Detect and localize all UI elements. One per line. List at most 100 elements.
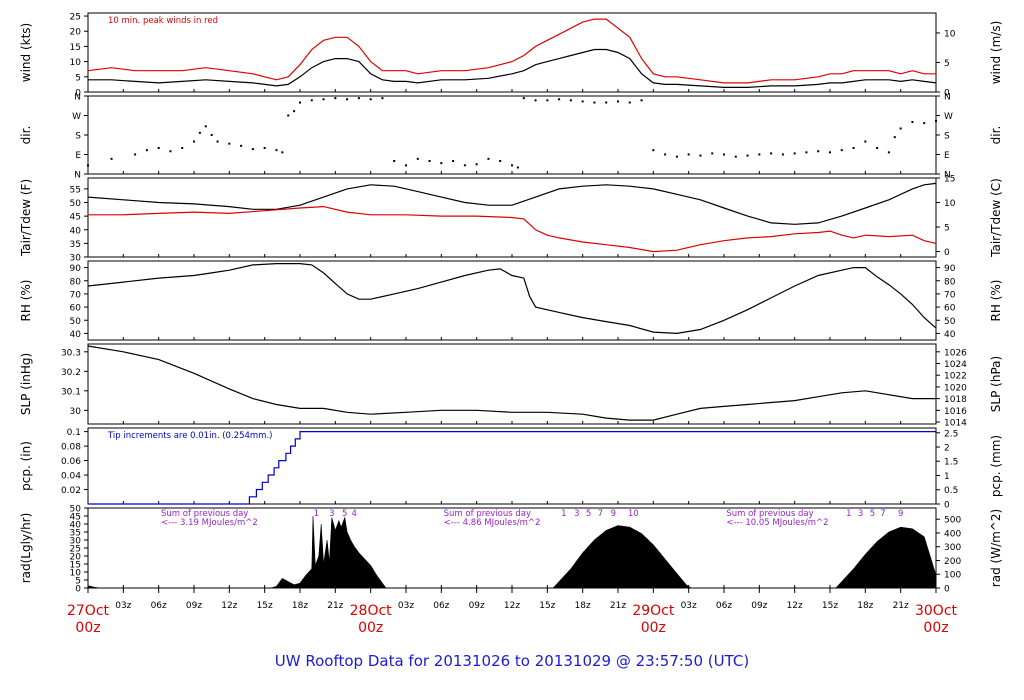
left-tick-label: 25 (70, 545, 81, 555)
hour-mark: 1 (561, 509, 566, 519)
right-tick-label: E (944, 151, 950, 161)
dir-point (876, 147, 879, 149)
right-tick-label: 1.5 (944, 458, 958, 468)
dir-point (216, 140, 219, 143)
left-tick-label: N (74, 93, 81, 103)
left-tick-label: 45 (70, 513, 81, 523)
dir-point (198, 131, 201, 134)
left-tick-label: 60 (70, 304, 82, 314)
left-tick-label: 0.1 (67, 428, 81, 438)
left-tick-label: 70 (70, 290, 82, 300)
left-tick-label: W (72, 112, 81, 122)
right-tick-label: N (944, 93, 951, 103)
left-tick-label: 50 (70, 505, 82, 515)
dir-point (475, 163, 478, 166)
left-tick-label: 40 (70, 226, 82, 236)
dir-point (440, 162, 443, 165)
dir-point (628, 101, 631, 104)
dir-point (499, 160, 502, 162)
left-axis-label: Tair/Tdew (F) (19, 179, 33, 257)
right-tick-label: 10 (944, 199, 956, 209)
series-RH (87, 263, 937, 335)
radiation-annotation: <--- 10.05 MJoules/m^2 (726, 518, 828, 528)
hour-mark: 5 (870, 509, 875, 519)
dir-point (605, 101, 608, 104)
hour-label: 15z (822, 601, 838, 611)
right-tick-label: 10 (944, 29, 956, 39)
dir-point (899, 127, 902, 130)
hour-mark: 1 (314, 509, 319, 519)
right-tick-label: 70 (944, 290, 956, 300)
right-tick-label: 200 (944, 557, 961, 567)
hour-label: 12z (221, 601, 237, 611)
left-tick-label: 25 (70, 13, 81, 23)
dir-point (87, 164, 89, 167)
dir-point (911, 121, 914, 123)
dir-point (299, 101, 301, 104)
right-tick-label: 1 (944, 472, 950, 482)
panel-annotation: Tip increments are 0.01in. (0.254mm.) (107, 431, 272, 441)
dir-point (829, 151, 831, 154)
hour-mark: 1 (846, 509, 851, 519)
chart-title: UW Rooftop Data for 20131026 to 20131029… (275, 652, 749, 670)
right-tick-label: 1020 (944, 383, 967, 393)
day-sub-label: 00z (923, 620, 948, 636)
radiation-annotation: <--- 4.86 MJoules/m^2 (444, 518, 541, 528)
dir-point (463, 164, 466, 167)
right-tick-label: 60 (944, 304, 956, 314)
dir-point (357, 97, 360, 100)
left-axis-label: SLP (inHg) (19, 353, 33, 415)
dir-point (145, 149, 148, 152)
hour-mark: 7 (880, 509, 885, 519)
left-tick-label: 50 (70, 199, 82, 209)
hour-mark: 3 (329, 509, 334, 519)
left-axis-label: wind (kts) (19, 23, 33, 82)
dir-point (452, 160, 455, 162)
left-tick-label: N (74, 171, 81, 181)
panel-rad: 051015202530354045500100200300400500rad(… (19, 505, 1003, 595)
hour-label: 18z (857, 601, 873, 611)
left-tick-label: 5 (75, 73, 81, 83)
dir-point (793, 152, 796, 155)
left-tick-label: E (75, 151, 81, 161)
hour-mark: 10 (628, 509, 639, 519)
left-axis-label: RH (%) (19, 280, 33, 322)
dir-point (416, 157, 419, 160)
dir-point (405, 164, 407, 167)
right-tick-label: 2.5 (944, 429, 958, 439)
hour-label: 12z (787, 601, 803, 611)
radiation-annotation: <--- 3.19 MJoules/m^2 (161, 518, 258, 528)
dir-point (558, 98, 561, 101)
hour-mark: 3 (858, 509, 863, 519)
hour-label: 21z (893, 601, 909, 611)
hour-label: 03z (681, 601, 697, 611)
left-tick-label: 30 (70, 254, 82, 264)
left-tick-label: 30.2 (61, 368, 81, 378)
series-solar-radiation (87, 515, 937, 589)
day-label: 27Oct (67, 603, 110, 619)
left-tick-label: 5 (75, 577, 81, 587)
dir-point (181, 147, 184, 149)
dir-point (652, 149, 655, 152)
hour-mark: 3 (574, 509, 579, 519)
dir-point (675, 155, 678, 158)
right-tick-label: 1018 (944, 395, 967, 405)
hour-label: 09z (186, 601, 202, 611)
day-label: 30Oct (915, 603, 958, 619)
dir-point (511, 164, 513, 167)
hour-label: 15z (257, 601, 273, 611)
dir-point (204, 125, 207, 128)
dir-point (887, 151, 890, 154)
dir-point (781, 153, 784, 156)
hour-label: 15z (539, 601, 555, 611)
left-tick-label: 20 (70, 28, 82, 38)
left-tick-label: 40 (70, 330, 82, 340)
dir-point (369, 98, 372, 101)
left-tick-label: 90 (70, 264, 82, 274)
dir-point (516, 166, 519, 169)
dir-point (381, 97, 384, 100)
right-tick-label: 90 (944, 264, 956, 274)
hour-label: 06z (716, 601, 732, 611)
